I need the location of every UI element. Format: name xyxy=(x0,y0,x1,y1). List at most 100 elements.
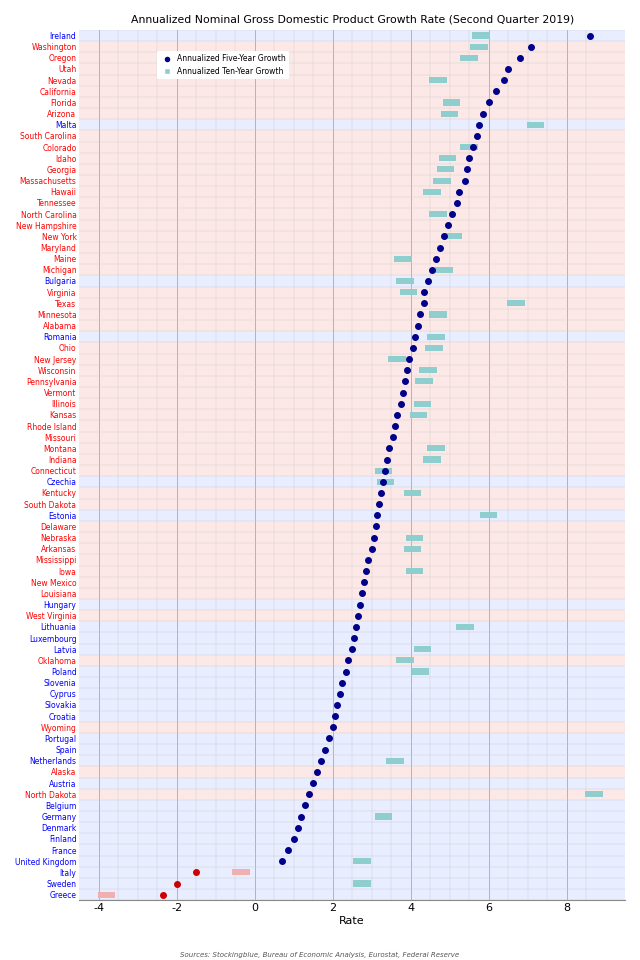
Bar xyxy=(79,688,625,700)
Bar xyxy=(410,412,427,418)
Bar xyxy=(79,320,625,331)
Bar xyxy=(79,175,625,186)
Bar xyxy=(79,220,625,230)
Bar xyxy=(79,353,625,365)
Bar xyxy=(79,565,625,577)
Bar xyxy=(425,345,443,351)
Bar xyxy=(79,331,625,343)
Bar xyxy=(79,889,625,900)
Bar xyxy=(79,230,625,242)
Bar xyxy=(353,858,371,864)
Bar xyxy=(376,479,394,485)
Bar xyxy=(79,398,625,409)
Bar xyxy=(79,242,625,253)
Bar xyxy=(79,387,625,398)
Bar xyxy=(437,166,454,173)
Bar xyxy=(79,253,625,264)
Bar xyxy=(79,611,625,621)
Bar xyxy=(79,365,625,375)
Bar xyxy=(445,233,462,239)
Bar xyxy=(79,845,625,855)
Bar xyxy=(79,633,625,643)
Bar xyxy=(79,554,625,565)
Bar xyxy=(98,892,115,898)
Bar xyxy=(423,189,441,195)
Bar xyxy=(79,465,625,476)
Bar xyxy=(79,521,625,532)
Bar xyxy=(79,141,625,153)
Bar xyxy=(406,535,423,540)
Bar xyxy=(79,700,625,710)
Bar xyxy=(527,122,544,128)
Bar xyxy=(79,41,625,52)
Legend: Annualized Five-Year Growth, Annualized Ten-Year Growth: Annualized Five-Year Growth, Annualized … xyxy=(157,51,289,79)
Bar xyxy=(472,33,490,38)
Bar xyxy=(79,432,625,443)
Bar xyxy=(79,621,625,633)
Bar xyxy=(79,766,625,778)
Bar xyxy=(79,811,625,822)
Bar xyxy=(79,309,625,320)
Bar xyxy=(507,300,525,306)
Bar xyxy=(413,400,431,407)
Bar xyxy=(480,513,497,518)
Bar xyxy=(79,822,625,833)
Bar xyxy=(79,186,625,198)
Bar xyxy=(423,456,441,463)
Bar xyxy=(79,532,625,543)
Bar xyxy=(396,278,413,284)
Bar xyxy=(419,367,437,373)
Bar xyxy=(79,409,625,420)
Bar xyxy=(79,588,625,599)
Bar xyxy=(353,880,371,887)
Bar xyxy=(79,443,625,454)
Bar xyxy=(79,488,625,498)
Bar xyxy=(79,677,625,688)
Bar xyxy=(79,164,625,175)
Bar xyxy=(79,643,625,655)
Bar xyxy=(470,43,488,50)
Bar xyxy=(79,420,625,432)
Bar xyxy=(387,757,404,764)
Bar xyxy=(79,543,625,554)
Bar xyxy=(79,778,625,789)
Bar xyxy=(413,646,431,652)
Bar xyxy=(79,710,625,722)
Bar xyxy=(415,378,433,385)
Bar xyxy=(79,476,625,488)
Bar xyxy=(427,334,445,340)
Bar xyxy=(79,108,625,119)
Bar xyxy=(79,756,625,766)
Bar xyxy=(79,85,625,97)
Bar xyxy=(79,153,625,164)
Bar xyxy=(79,510,625,521)
Bar xyxy=(79,343,625,353)
Bar xyxy=(429,211,447,217)
Text: Sources: Stockingblue, Bureau of Economic Analysis, Eurostat, Federal Reserve: Sources: Stockingblue, Bureau of Economi… xyxy=(180,952,460,958)
Bar xyxy=(400,289,417,296)
Bar xyxy=(79,744,625,756)
Bar xyxy=(412,668,429,675)
Bar xyxy=(429,311,447,318)
Bar xyxy=(79,855,625,867)
Bar xyxy=(79,722,625,732)
Bar xyxy=(439,156,456,161)
Bar xyxy=(79,198,625,208)
Bar xyxy=(79,833,625,845)
Bar xyxy=(460,55,478,60)
Bar xyxy=(585,791,603,798)
Bar xyxy=(79,63,625,75)
Bar xyxy=(232,870,250,876)
Bar xyxy=(79,131,625,141)
Bar xyxy=(79,577,625,588)
Bar xyxy=(404,490,421,496)
Bar xyxy=(79,298,625,309)
Bar xyxy=(433,178,451,183)
Bar xyxy=(79,789,625,800)
Bar xyxy=(79,498,625,510)
Bar xyxy=(79,599,625,611)
Bar xyxy=(79,454,625,465)
Bar xyxy=(374,468,392,473)
Bar xyxy=(394,255,412,262)
Bar xyxy=(79,75,625,85)
